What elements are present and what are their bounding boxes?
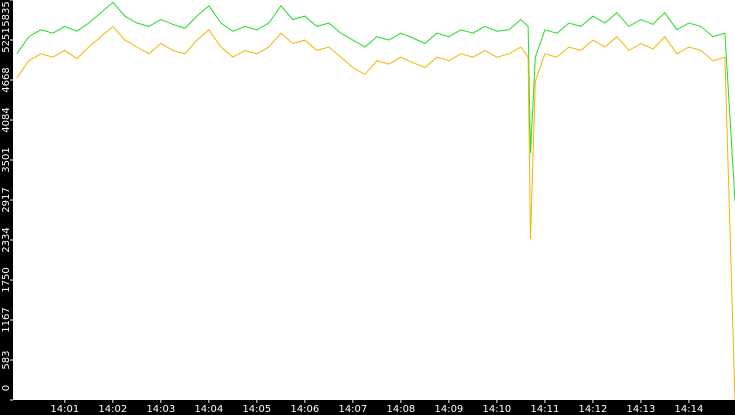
x-tick-label: 14:09 bbox=[434, 404, 463, 415]
x-tick-label: 14:10 bbox=[482, 404, 511, 415]
x-tick-label: 14:07 bbox=[338, 404, 367, 415]
series-line bbox=[16, 1, 735, 202]
x-tick-label: 14:14 bbox=[675, 404, 704, 415]
y-tick-label: 5835 bbox=[1, 1, 12, 26]
x-tick-label: 14:01 bbox=[50, 404, 79, 415]
y-tick-label: 4084 bbox=[1, 107, 12, 132]
x-tick-label: 14:03 bbox=[146, 404, 175, 415]
y-tick-label: 5251 bbox=[1, 27, 12, 52]
series-line bbox=[16, 25, 735, 401]
y-tick-label: 0 bbox=[1, 385, 12, 391]
y-tick-label: 1750 bbox=[1, 267, 12, 292]
x-tick-label: 14:08 bbox=[386, 404, 415, 415]
y-tick-label: 1167 bbox=[1, 307, 12, 332]
x-tick-label: 14:04 bbox=[194, 404, 223, 415]
y-tick-label: 583 bbox=[1, 350, 12, 369]
y-tick-label: 4668 bbox=[1, 67, 12, 92]
y-tick-label: 2917 bbox=[1, 187, 12, 212]
x-tick-label: 14:11 bbox=[530, 404, 559, 415]
x-axis-band bbox=[0, 400, 735, 415]
y-tick-label: 2334 bbox=[1, 227, 12, 252]
x-tick-label: 14:05 bbox=[242, 404, 271, 415]
y-tick-label: 3501 bbox=[1, 147, 12, 172]
x-tick-label: 14:13 bbox=[626, 404, 655, 415]
x-tick-label: 14:02 bbox=[98, 404, 127, 415]
x-tick-label: 14:12 bbox=[578, 404, 607, 415]
x-tick-label: 14:06 bbox=[290, 404, 319, 415]
y-axis-band bbox=[0, 0, 13, 415]
